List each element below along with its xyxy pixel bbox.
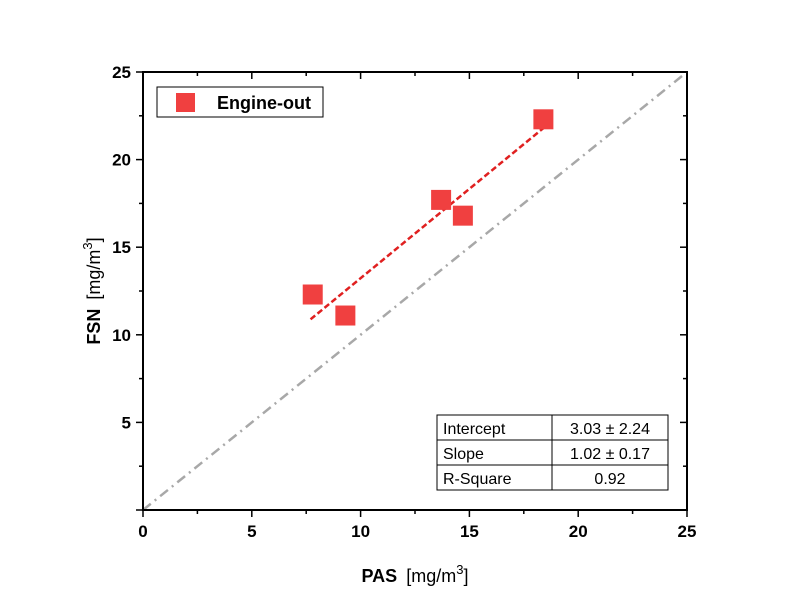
x-tick-label: 20 bbox=[569, 522, 588, 541]
stats-value: 3.03 ± 2.24 bbox=[570, 421, 650, 438]
legend: Engine-out bbox=[156, 86, 324, 118]
y-tick-label: 5 bbox=[122, 413, 131, 432]
y-tick-label: 10 bbox=[112, 326, 131, 345]
x-axis-title: PAS [mg/m3] bbox=[362, 562, 469, 586]
y-tick-label: 15 bbox=[112, 238, 131, 257]
legend-swatch bbox=[176, 93, 195, 112]
x-tick-label: 5 bbox=[247, 522, 256, 541]
x-tick-label: 15 bbox=[460, 522, 479, 541]
data-point bbox=[335, 305, 356, 326]
data-point bbox=[533, 109, 554, 130]
axis-ticks-layer bbox=[136, 71, 688, 517]
x-tick-label: 10 bbox=[351, 522, 370, 541]
tick-labels-layer: 0 5 10 15 20 25 5 10 15 20 25 bbox=[112, 63, 696, 541]
data-points-layer bbox=[302, 109, 554, 326]
stats-label: Intercept bbox=[443, 421, 506, 438]
y-tick-label: 25 bbox=[112, 63, 131, 82]
data-point bbox=[302, 284, 323, 305]
fit-line bbox=[309, 127, 545, 321]
stats-label: R-Square bbox=[443, 471, 512, 488]
legend-label: Engine-out bbox=[217, 93, 311, 113]
y-axis-title: FSN [mg/m3] bbox=[80, 237, 104, 344]
reference-line-layer bbox=[142, 71, 688, 511]
x-tick-label: 0 bbox=[138, 522, 147, 541]
data-point bbox=[431, 189, 452, 210]
stats-value: 1.02 ± 0.17 bbox=[570, 446, 650, 463]
reference-line bbox=[142, 71, 688, 511]
stats-value: 0.92 bbox=[594, 471, 625, 488]
y-tick-label: 20 bbox=[112, 151, 131, 170]
x-tick-label: 25 bbox=[678, 522, 697, 541]
data-point bbox=[452, 205, 473, 226]
stats-table: Intercept 3.03 ± 2.24 Slope 1.02 ± 0.17 R-Sq… bbox=[436, 414, 669, 491]
stats-label: Slope bbox=[443, 446, 484, 463]
fit-line-layer bbox=[309, 127, 545, 321]
